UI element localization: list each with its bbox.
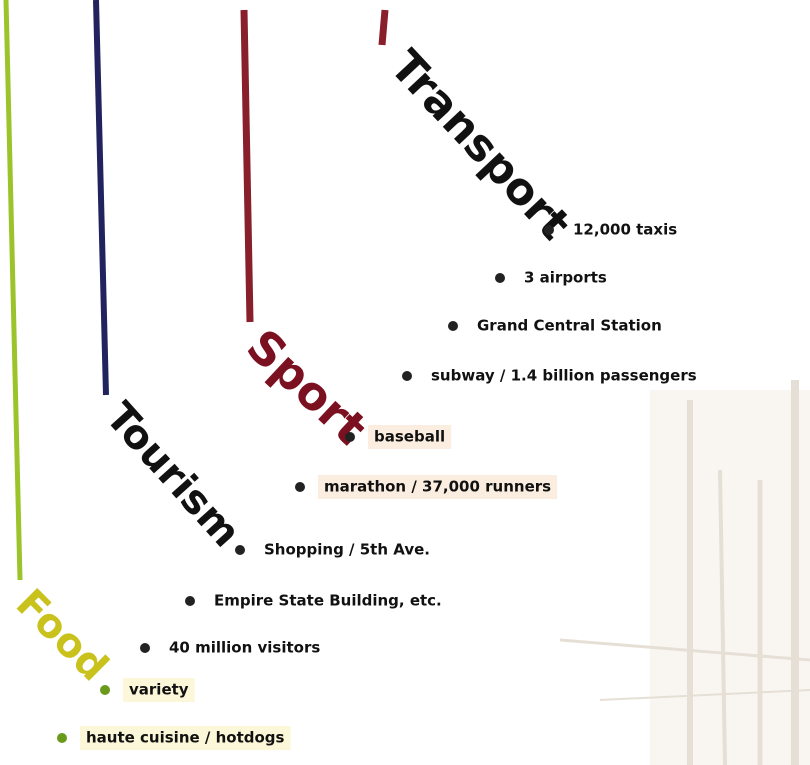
item-text: haute cuisine / hotdogs [86, 729, 285, 747]
branch-label: Transport [380, 41, 580, 250]
bullet [295, 482, 305, 492]
food-line [3, 0, 23, 581]
bullet [402, 371, 412, 381]
item-text: 12,000 taxis [573, 221, 677, 239]
branch-label: Tourism [97, 394, 250, 556]
branch-label: Sport [236, 319, 377, 456]
item-text: variety [129, 681, 189, 699]
bullet [57, 733, 67, 743]
bullet [448, 321, 458, 331]
item-text: 40 million visitors [169, 639, 320, 657]
bullet [544, 225, 554, 235]
item-text: Empire State Building, etc. [214, 592, 442, 610]
item-text: subway / 1.4 billion passengers [431, 367, 697, 385]
sport-line [240, 9, 254, 323]
item-highlight [80, 726, 291, 750]
item-text: baseball [374, 428, 445, 446]
bullet [235, 545, 245, 555]
item-text: 3 airports [524, 269, 607, 287]
item-text: marathon / 37,000 runners [324, 478, 551, 496]
transport-line [378, 9, 389, 46]
background-structure [559, 380, 810, 765]
branch-label: Food [7, 581, 117, 691]
tourism-line [93, 0, 109, 396]
item-highlight [318, 475, 558, 499]
item-text: Grand Central Station [477, 317, 662, 335]
item-highlight [368, 425, 452, 449]
item-highlight [123, 678, 195, 702]
bullet [185, 596, 195, 606]
bullet [345, 432, 355, 442]
item-text: Shopping / 5th Ave. [264, 541, 430, 559]
bullet [140, 643, 150, 653]
bullet [495, 273, 505, 283]
bullet [100, 685, 110, 695]
